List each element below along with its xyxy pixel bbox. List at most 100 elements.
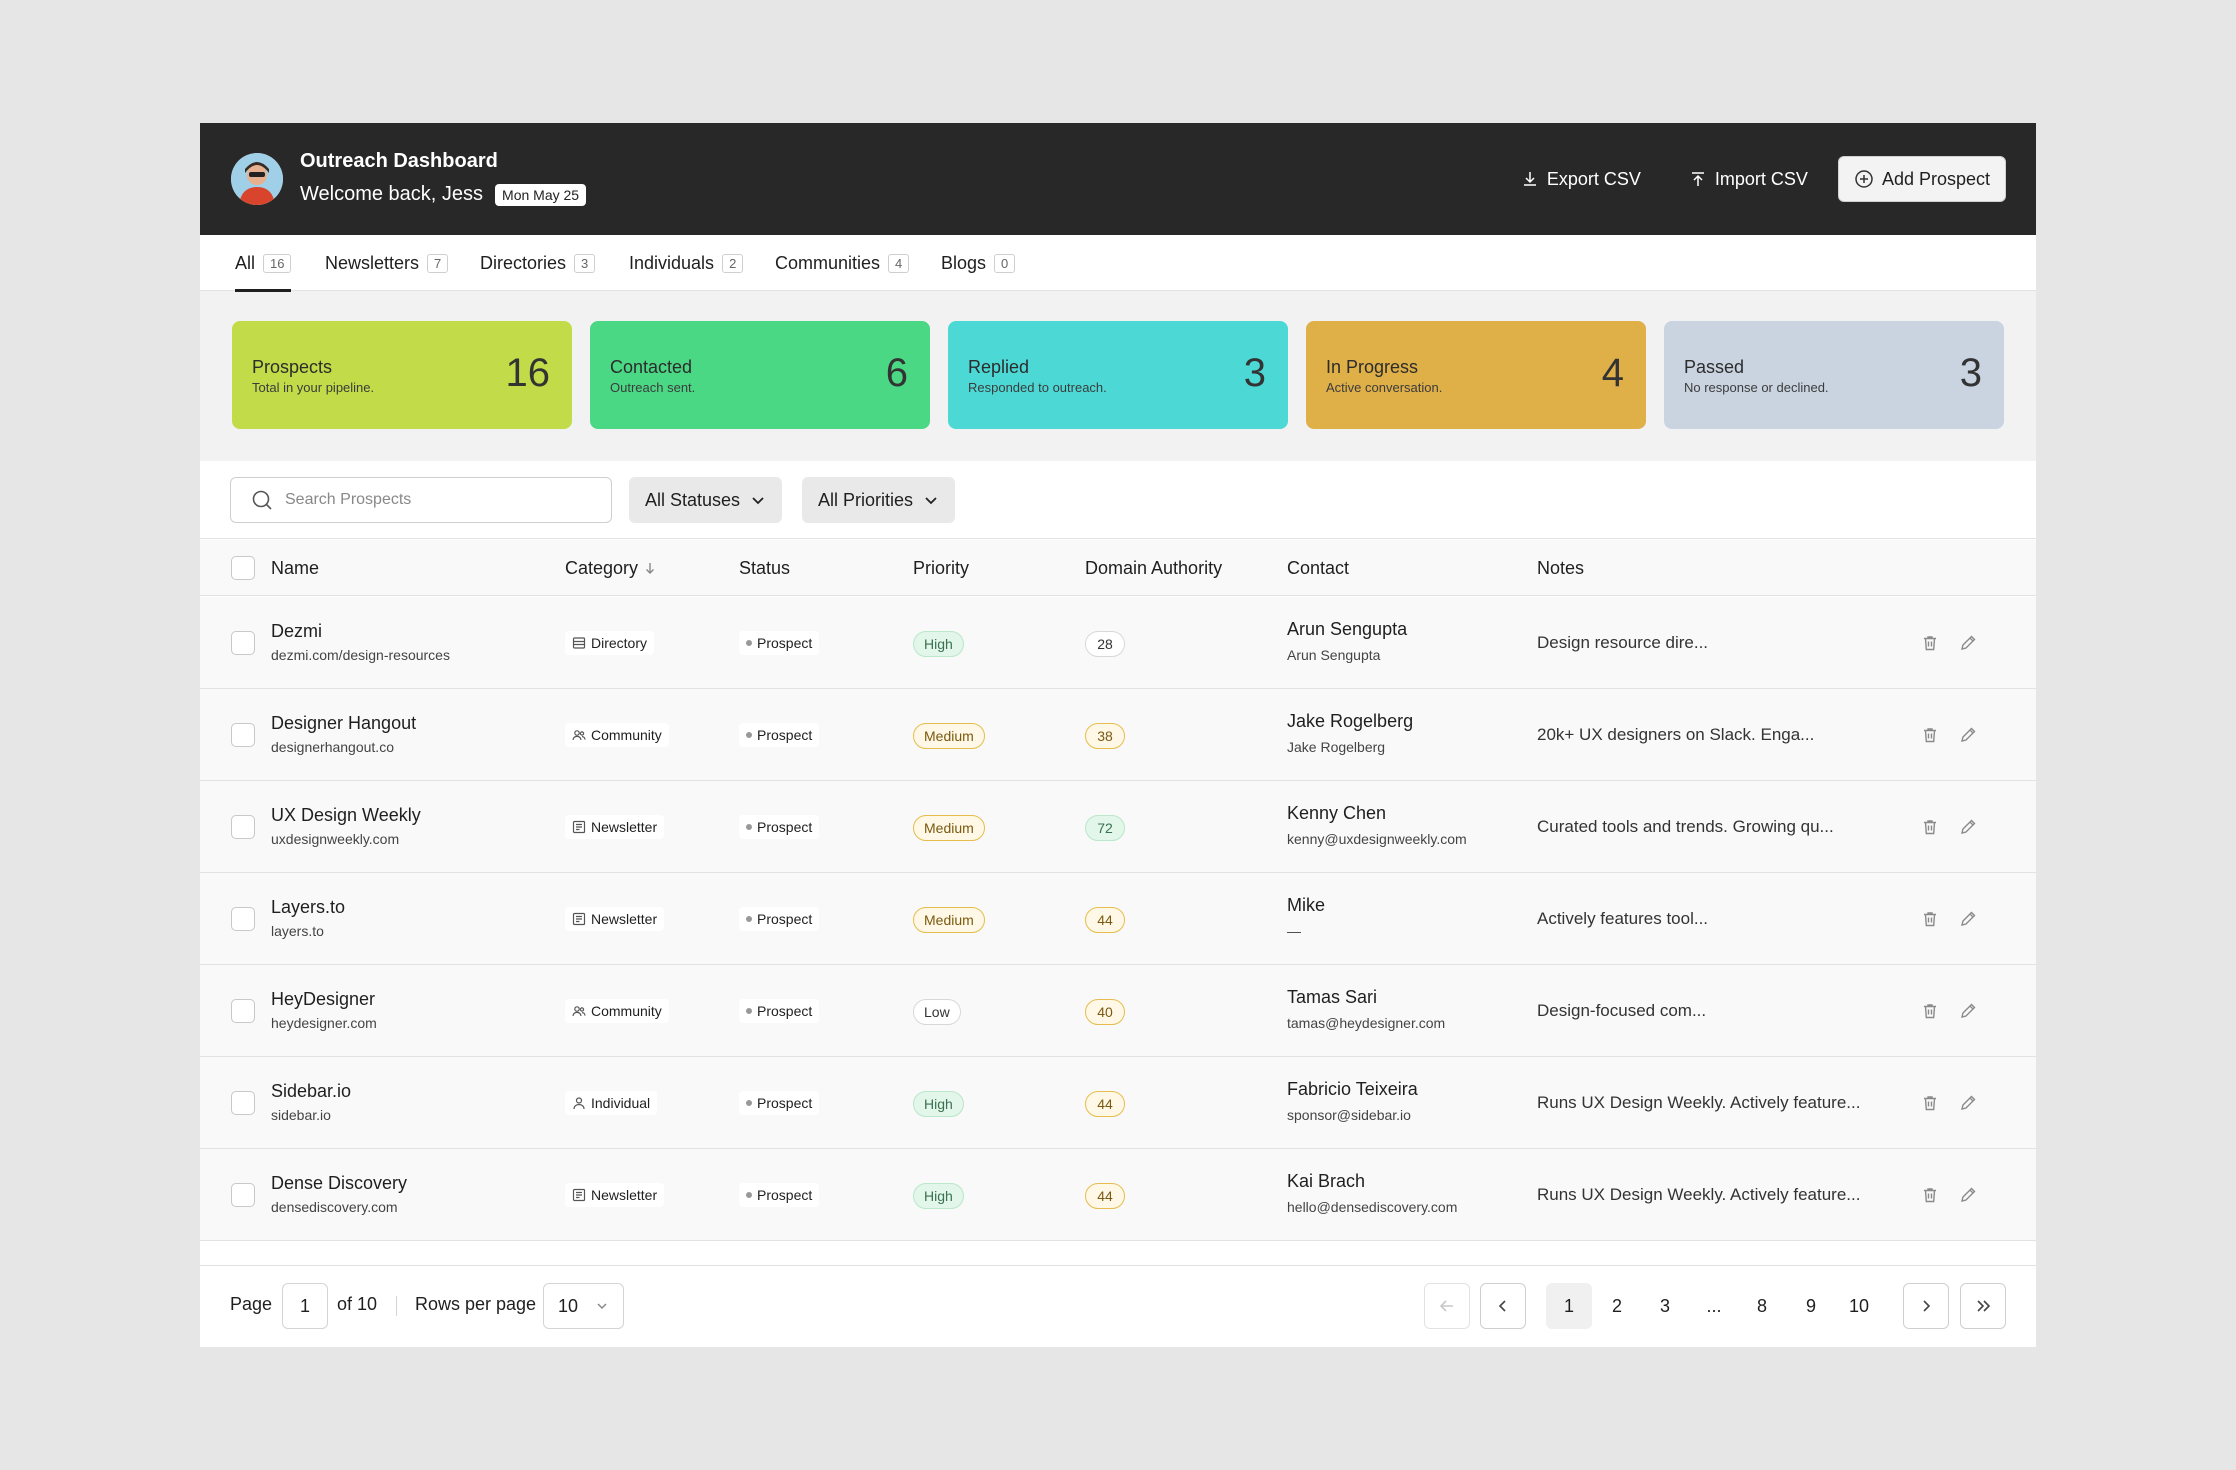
footer-divider: [396, 1296, 397, 1316]
notes-text: Design-focused com...: [1537, 1001, 1707, 1020]
status-chip[interactable]: Prospect: [739, 723, 820, 747]
status-chip[interactable]: Prospect: [739, 631, 820, 655]
priority-badge[interactable]: Low: [913, 999, 961, 1025]
column-header-category[interactable]: Category: [565, 540, 656, 596]
prospect-url: dezmi.com/design-resources: [271, 647, 450, 663]
priority-badge[interactable]: High: [913, 1183, 964, 1209]
delete-button[interactable]: [1918, 907, 1942, 931]
row-checkbox[interactable]: [231, 631, 255, 655]
stat-card-passed[interactable]: Passed No response or declined. 3: [1664, 321, 2004, 429]
rows-per-page-select[interactable]: 10: [543, 1283, 624, 1329]
row-checkbox[interactable]: [231, 723, 255, 747]
page-button-10[interactable]: 10: [1848, 1295, 1870, 1316]
tab-communities[interactable]: Communities 4: [775, 235, 910, 291]
status-chip[interactable]: Prospect: [739, 1091, 820, 1115]
priority-filter-dropdown[interactable]: All Priorities: [802, 477, 956, 523]
column-header-domain-authority[interactable]: Domain Authority: [1085, 557, 1223, 578]
export-csv-button[interactable]: Export CSV: [1503, 156, 1659, 202]
priority-badge[interactable]: Medium: [913, 815, 985, 841]
table-row[interactable]: HeyDesigner heydesigner.com Community Pr…: [200, 965, 2036, 1057]
table-row[interactable]: Sidebar.io sidebar.io Individual Prospec…: [200, 1057, 2036, 1149]
search-icon: [252, 490, 272, 510]
delete-button[interactable]: [1918, 1091, 1942, 1115]
page-button-2[interactable]: 2: [1611, 1295, 1622, 1316]
column-header-status[interactable]: Status: [739, 557, 791, 578]
app-header: Outreach Dashboard Welcome back, Jess Mo…: [200, 123, 2036, 235]
delete-button[interactable]: [1918, 1183, 1942, 1207]
status-chip[interactable]: Prospect: [739, 999, 820, 1023]
prospect-name[interactable]: Dezmi: [271, 621, 323, 641]
select-all-checkbox[interactable]: [231, 556, 255, 580]
tab-directories[interactable]: Directories 3: [480, 235, 596, 291]
previous-page-button[interactable]: [1480, 1283, 1526, 1329]
column-header-notes[interactable]: Notes: [1537, 557, 1585, 578]
contact-name: Mike: [1287, 895, 1326, 915]
edit-button[interactable]: [1956, 999, 1980, 1023]
row-checkbox[interactable]: [231, 1183, 255, 1207]
row-checkbox[interactable]: [231, 999, 255, 1023]
status-chip[interactable]: Prospect: [739, 907, 820, 931]
prospect-name[interactable]: HeyDesigner: [271, 989, 376, 1009]
domain-authority-badge: 44: [1085, 1183, 1125, 1209]
status-chip[interactable]: Prospect: [739, 1183, 820, 1207]
page-number-input[interactable]: 1: [282, 1283, 328, 1329]
column-header-priority[interactable]: Priority: [913, 557, 970, 578]
stat-card-prospects[interactable]: Prospects Total in your pipeline. 16: [232, 321, 572, 429]
tab-blogs[interactable]: Blogs 0: [941, 235, 1016, 291]
page-total-label: of 10: [337, 1294, 378, 1314]
delete-button[interactable]: [1918, 723, 1942, 747]
edit-button[interactable]: [1956, 723, 1980, 747]
tab-count: 3: [574, 253, 596, 273]
import-csv-button[interactable]: Import CSV: [1671, 156, 1826, 202]
table-row[interactable]: Designer Hangout designerhangout.co Comm…: [200, 689, 2036, 781]
status-filter-dropdown[interactable]: All Statuses: [629, 477, 783, 523]
page-button-8[interactable]: 8: [1756, 1295, 1767, 1316]
stat-subtitle: Active conversation.: [1326, 380, 1443, 395]
stat-card-in-progress[interactable]: In Progress Active conversation. 4: [1306, 321, 1646, 429]
prospect-name[interactable]: UX Design Weekly: [271, 805, 421, 825]
delete-button[interactable]: [1918, 815, 1942, 839]
stat-card-contacted[interactable]: Contacted Outreach sent. 6: [590, 321, 930, 429]
priority-badge[interactable]: High: [913, 1091, 964, 1117]
table-row[interactable]: Dense Discovery densediscovery.com Newsl…: [200, 1149, 2036, 1241]
status-chip[interactable]: Prospect: [739, 815, 820, 839]
priority-badge[interactable]: Medium: [913, 907, 985, 933]
column-header-name[interactable]: Name: [271, 557, 320, 578]
status-dot: [746, 916, 752, 922]
row-checkbox[interactable]: [231, 815, 255, 839]
trash-icon: [1924, 1096, 1936, 1111]
column-header-contact[interactable]: Contact: [1287, 557, 1350, 578]
avatar[interactable]: [231, 153, 283, 205]
prospect-name[interactable]: Layers.to: [271, 897, 346, 917]
delete-button[interactable]: [1918, 999, 1942, 1023]
table-row[interactable]: UX Design Weekly uxdesignweekly.com News…: [200, 781, 2036, 873]
tab-individuals[interactable]: Individuals 2: [629, 235, 744, 291]
prospect-name[interactable]: Dense Discovery: [271, 1173, 408, 1193]
prospect-name[interactable]: Designer Hangout: [271, 713, 417, 733]
stat-card-replied[interactable]: Replied Responded to outreach. 3: [948, 321, 1288, 429]
edit-button[interactable]: [1956, 907, 1980, 931]
pencil-icon: [1961, 635, 1976, 650]
edit-button[interactable]: [1956, 631, 1980, 655]
priority-badge[interactable]: Medium: [913, 723, 985, 749]
edit-button[interactable]: [1956, 1091, 1980, 1115]
tab-newsletters[interactable]: Newsletters 7: [325, 235, 449, 291]
next-page-button[interactable]: [1903, 1283, 1949, 1329]
edit-button[interactable]: [1956, 815, 1980, 839]
last-page-button[interactable]: [1960, 1283, 2006, 1329]
table-row[interactable]: Layers.to layers.to Newsletter Prospect …: [200, 873, 2036, 965]
add-prospect-button[interactable]: Add Prospect: [1837, 156, 2006, 202]
search-input[interactable]: [285, 491, 585, 509]
row-checkbox[interactable]: [231, 907, 255, 931]
page-button-9[interactable]: 9: [1805, 1295, 1816, 1316]
priority-badge[interactable]: High: [913, 631, 964, 657]
delete-button[interactable]: [1918, 631, 1942, 655]
page-button-1[interactable]: 1: [1546, 1283, 1592, 1329]
first-page-button[interactable]: [1424, 1283, 1470, 1329]
row-checkbox[interactable]: [231, 1091, 255, 1115]
table-row[interactable]: Dezmi dezmi.com/design-resources Directo…: [200, 597, 2036, 689]
page-button-3[interactable]: 3: [1659, 1295, 1670, 1316]
prospect-name[interactable]: Sidebar.io: [271, 1081, 352, 1101]
edit-button[interactable]: [1956, 1183, 1980, 1207]
tab-all[interactable]: All 16: [235, 235, 292, 292]
